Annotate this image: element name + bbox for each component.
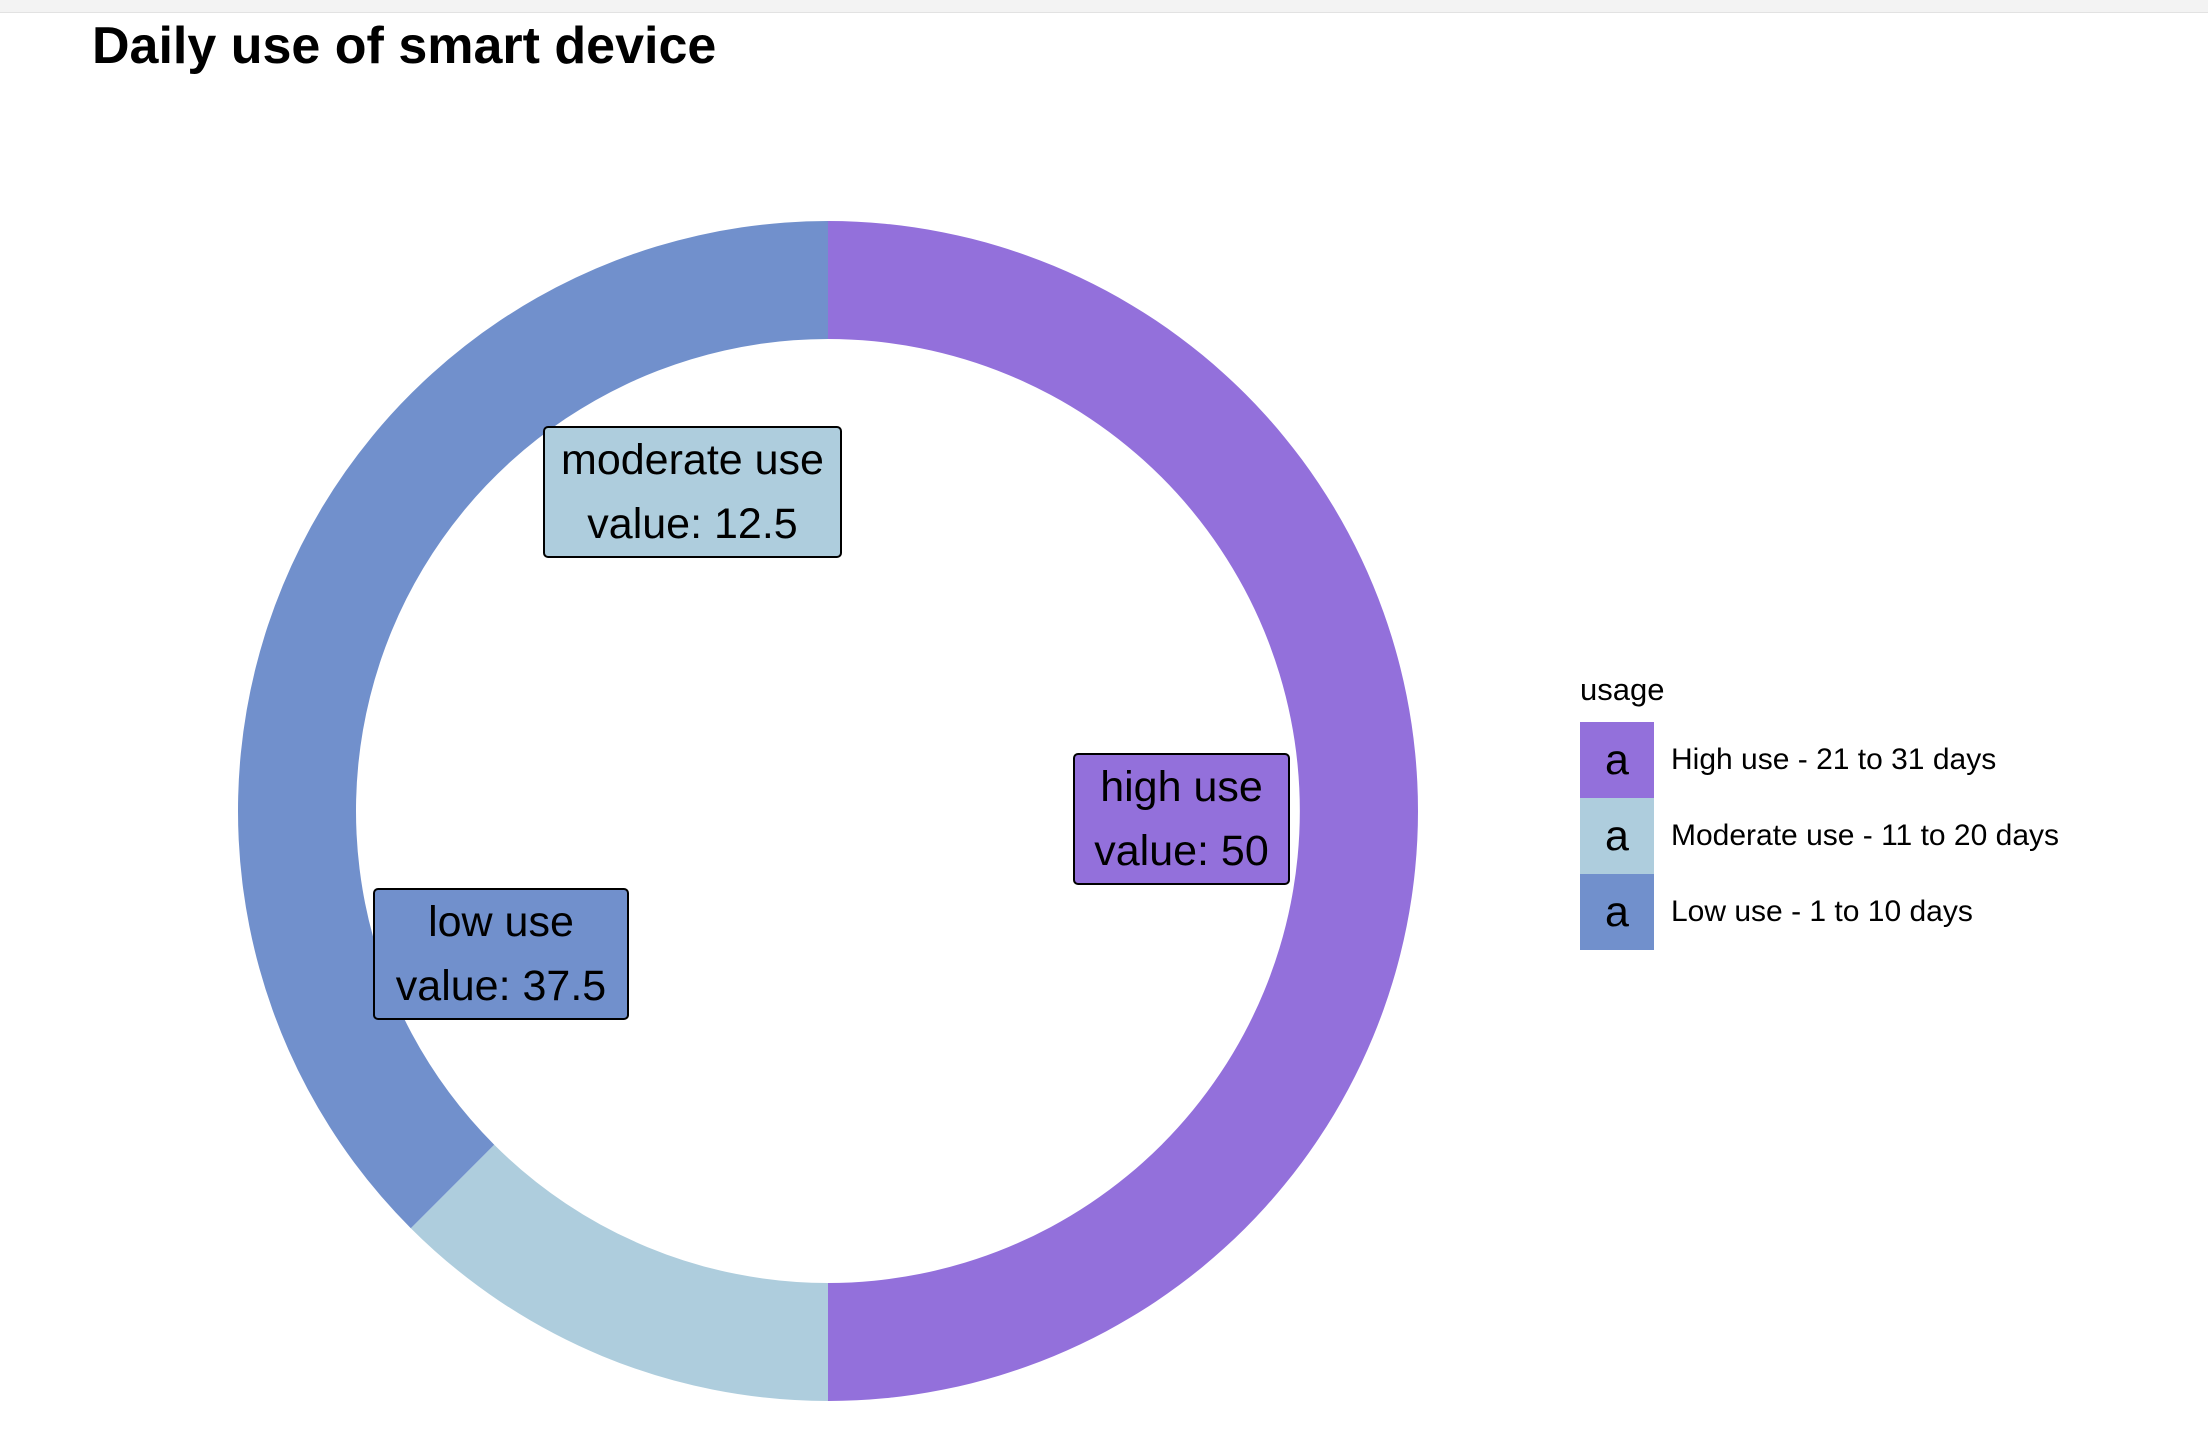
legend-item-low-use: a Low use - 1 to 10 days <box>1580 874 2059 950</box>
slice-label-high-use: high use value: 50 <box>1073 753 1290 885</box>
legend-label: Moderate use - 11 to 20 days <box>1671 819 2060 852</box>
legend-title: usage <box>1580 672 1665 707</box>
slice-label-name: low use <box>428 898 574 946</box>
slice-label-name: high use <box>1100 763 1263 811</box>
legend-label: Low use - 1 to 10 days <box>1671 895 1973 928</box>
legend-item-moderate-use: a Moderate use - 11 to 20 days <box>1580 798 2059 874</box>
slice-label-value: value: 12.5 <box>587 500 798 548</box>
top-border <box>0 0 2208 13</box>
legend-key: a <box>1580 798 1654 874</box>
legend: usage a High use - 21 to 31 days a Moder… <box>1580 672 2059 950</box>
legend-item-high-use: a High use - 21 to 31 days <box>1580 722 2059 798</box>
slice-label-moderate-use: moderate use value: 12.5 <box>543 426 842 558</box>
slice-label-value: value: 37.5 <box>395 962 607 1010</box>
slice-label-value: value: 50 <box>1094 827 1269 875</box>
donut-slice-high-use <box>828 221 1418 1401</box>
slice-label-name: moderate use <box>561 436 824 484</box>
legend-key: a <box>1580 874 1654 950</box>
donut-slice-low-use <box>238 221 828 1229</box>
legend-label: High use - 21 to 31 days <box>1671 743 1997 776</box>
chart-title: Daily use of smart device <box>92 17 717 75</box>
legend-key: a <box>1580 722 1654 798</box>
slice-label-low-use: low use value: 37.5 <box>373 888 629 1020</box>
donut-slice-moderate-use <box>410 1144 828 1401</box>
